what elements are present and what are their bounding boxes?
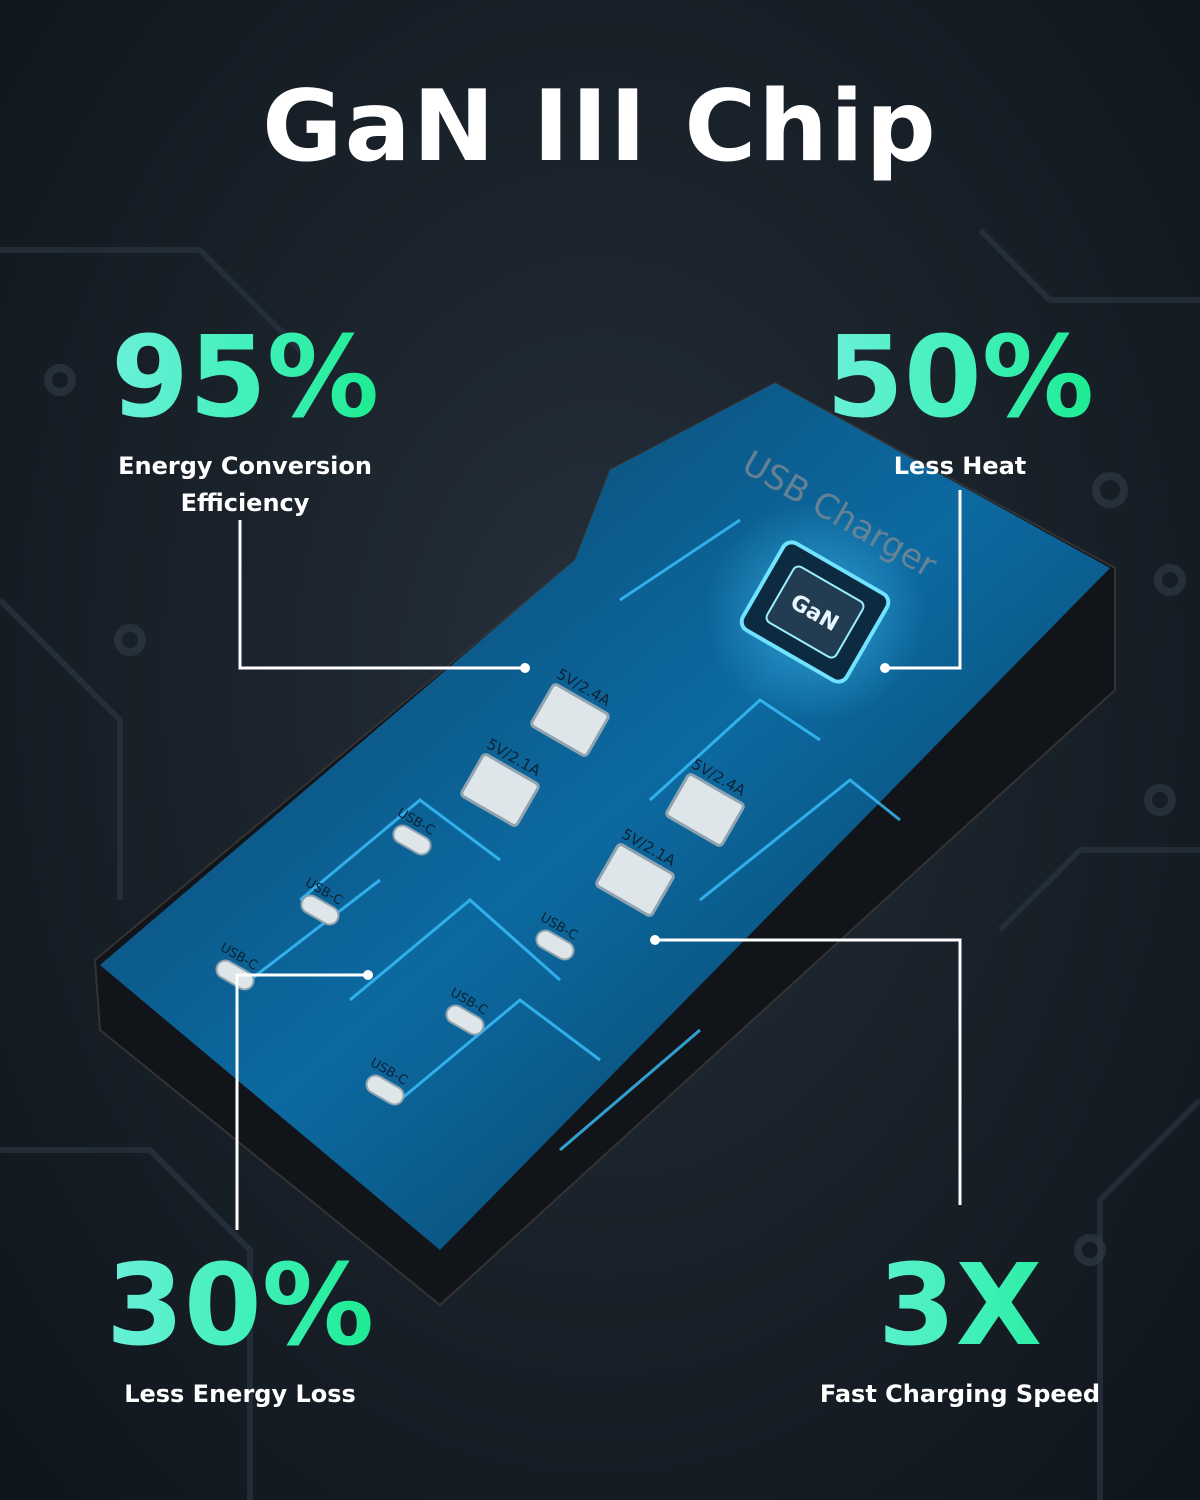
callout-dots (363, 663, 890, 980)
stat-value: 95% (95, 322, 395, 434)
usb-charger-device: GaN USB Charger 5V/2.4A 5V/2.1A 5V/2.4A … (93, 381, 1116, 1307)
stat-label: Less Energy Loss (124, 1380, 356, 1408)
stat-charging-speed: 3X Fast Charging Speed (800, 1250, 1120, 1413)
stat-label: Fast Charging Speed (819, 1380, 1101, 1408)
usb-c-ports: USB-C USB-C USB-C USB-C USB-C USB-C (215, 805, 580, 1106)
stat-energy-loss: 30% Less Energy Loss (90, 1250, 390, 1413)
stat-efficiency: 95% Energy Conversion Efficiency (95, 322, 395, 522)
stat-heat: 50% Less Heat (810, 322, 1110, 485)
stat-label: Less Heat (893, 452, 1027, 480)
stat-label: Energy Conversion Efficiency (118, 452, 372, 517)
stat-value: 50% (810, 322, 1110, 434)
page-title: GaN III Chip (262, 70, 938, 184)
stat-value: 30% (90, 1250, 390, 1362)
usb-a-ports: 5V/2.4A 5V/2.1A 5V/2.4A 5V/2.1A (460, 665, 749, 917)
stat-value: 3X (800, 1250, 1120, 1362)
callout-lines (235, 490, 962, 1230)
